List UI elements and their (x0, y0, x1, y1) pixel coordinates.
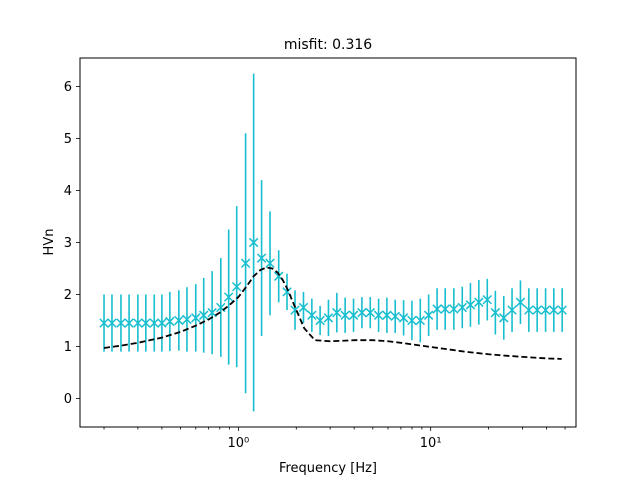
data-point-marker (298, 302, 309, 313)
data-point-marker (532, 305, 542, 315)
data-point-marker (407, 315, 417, 326)
data-point-marker (99, 318, 109, 328)
data-point-marker (107, 318, 117, 328)
data-point-marker (557, 305, 567, 315)
data-point-marker (348, 310, 359, 320)
chart-title: misfit: 0.316 (284, 37, 372, 53)
data-point-marker (549, 305, 559, 315)
data-point-marker (323, 313, 334, 323)
y-axis-ticks: 0 1 2 3 4 5 6 (64, 80, 80, 407)
x-tick-label: 10¹ (420, 436, 442, 451)
data-point-marker (223, 292, 234, 302)
data-point-marker (191, 313, 201, 323)
y-tick-label: 1 (64, 340, 72, 355)
data-point-marker (415, 315, 426, 326)
data-point-marker (231, 281, 242, 292)
data-point-marker (432, 304, 442, 314)
y-tick-label: 4 (64, 184, 72, 199)
y-axis-label: HVn (42, 229, 57, 256)
data-point-marker (198, 310, 209, 320)
data-point-marker (124, 318, 134, 328)
data-point-marker (507, 305, 517, 315)
data-point-marker (116, 318, 126, 328)
y-tick-label: 3 (64, 236, 72, 251)
data-point-marker (540, 305, 551, 315)
data-point-marker (248, 237, 259, 248)
data-point-marker (307, 310, 317, 320)
data-point-marker (165, 316, 175, 327)
data-point-marker (157, 318, 167, 328)
data-point-marker (382, 310, 392, 320)
y-tick-label: 5 (64, 132, 72, 147)
data-point-marker (315, 315, 325, 326)
data-point-marker (440, 304, 450, 314)
y-tick-label: 6 (64, 80, 72, 95)
data-point-marker (340, 310, 350, 320)
y-tick-label: 0 (64, 392, 72, 407)
data-point-marker (423, 310, 434, 320)
data-point-marker (256, 253, 267, 263)
data-point-marker (174, 315, 184, 326)
data-point-marker (465, 300, 476, 310)
data-point-marker (207, 307, 217, 318)
data-point-marker (482, 294, 493, 305)
data-point-marker (490, 307, 501, 318)
data-point-marker (398, 313, 409, 323)
data-point-marker (515, 297, 526, 307)
marker-layer (99, 237, 567, 328)
x-axis-label: Frequency [Hz] (279, 461, 377, 476)
y-tick-label: 2 (64, 288, 72, 303)
data-point-marker (141, 318, 151, 328)
data-point-marker (357, 307, 367, 318)
data-point-marker (373, 310, 384, 320)
data-point-marker (457, 302, 468, 313)
data-point-marker (240, 258, 251, 269)
data-point-marker (182, 314, 192, 325)
data-point-marker (265, 258, 275, 269)
data-point-marker (149, 318, 159, 328)
data-point-marker (474, 297, 484, 307)
data-point-marker (133, 318, 143, 328)
x-axis-ticks: 10⁰ 10¹ (103, 427, 566, 451)
data-point-marker (365, 307, 375, 318)
data-point-marker (390, 311, 400, 322)
data-point-marker (449, 304, 459, 314)
data-point-marker (332, 307, 342, 318)
data-point-marker (524, 305, 534, 315)
data-point-marker (499, 313, 509, 323)
x-tick-label: 10⁰ (228, 436, 250, 451)
